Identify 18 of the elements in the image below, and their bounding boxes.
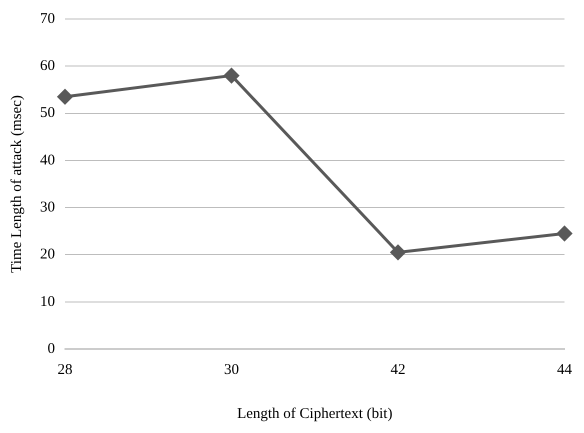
x-tick-label: 44 [557, 362, 572, 378]
point [557, 226, 572, 241]
y-tick-label: 50 [40, 105, 55, 122]
point [224, 68, 239, 84]
y-tick-label: 30 [40, 200, 55, 216]
y-tick-label: 0 [48, 340, 55, 357]
point [58, 89, 72, 104]
x-tick-label: 28 [58, 362, 72, 378]
x-tick-label: 30 [224, 362, 239, 378]
y-tick-label: 40 [40, 152, 55, 168]
y-tick-label: 20 [40, 246, 55, 263]
y-tick-label: 10 [40, 294, 55, 310]
y-tick-label: 70 [40, 10, 55, 27]
x-tick-label: 42 [390, 362, 406, 378]
x-axis-title: Length of Ciphertext (bit) [237, 406, 392, 422]
point [390, 244, 406, 260]
y-tick-label: 60 [40, 58, 55, 74]
y-axis-title: Time Length of attack (msec) [8, 95, 25, 273]
